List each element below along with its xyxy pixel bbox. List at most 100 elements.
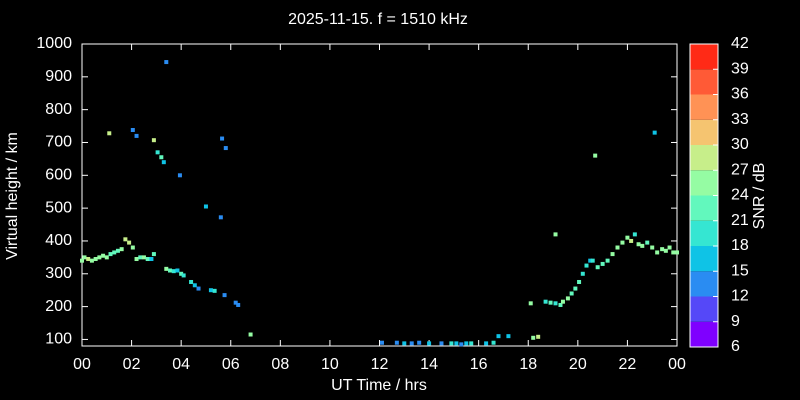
data-point [86, 257, 91, 262]
x-tick-label: 22 [619, 356, 637, 373]
data-point [196, 286, 201, 291]
data-point [123, 237, 128, 242]
data-point [629, 238, 634, 243]
data-point [491, 340, 496, 345]
data-point [548, 300, 553, 305]
data-point [600, 261, 605, 266]
data-point [141, 255, 146, 260]
data-point [671, 250, 676, 255]
data-point [112, 250, 117, 255]
y-tick-label: 700 [45, 134, 72, 151]
colorbar-band [690, 321, 718, 347]
colorbar-band [690, 296, 718, 322]
data-point [560, 299, 565, 304]
y-tick-label: 300 [45, 265, 72, 282]
x-tick-label: 04 [172, 356, 190, 373]
data-point [107, 131, 112, 136]
data-point [164, 266, 169, 271]
x-tick-label: 02 [123, 356, 141, 373]
colorbar-tick-label: 36 [731, 86, 749, 103]
data-point [130, 128, 135, 133]
data-point [565, 296, 570, 301]
data-point [652, 130, 657, 135]
data-point [417, 340, 422, 345]
y-tick-label: 1000 [36, 35, 72, 52]
data-point [449, 341, 454, 346]
data-point [236, 302, 241, 307]
data-point [218, 215, 223, 220]
plot-frame [81, 43, 678, 347]
data-point [168, 268, 173, 273]
x-tick-label: 18 [519, 356, 537, 373]
data-point [439, 341, 444, 346]
colorbar-band [690, 195, 718, 221]
y-tick-label: 400 [45, 232, 72, 249]
x-tick-label: 06 [222, 356, 240, 373]
data-point [593, 153, 598, 158]
data-point [134, 257, 139, 262]
colorbar-band [690, 271, 718, 297]
data-point [459, 342, 464, 347]
data-point [610, 252, 615, 257]
y-tick-label: 100 [45, 331, 72, 348]
x-tick-label: 10 [321, 356, 339, 373]
data-point [590, 258, 595, 263]
data-point [97, 255, 102, 260]
data-point [645, 240, 650, 245]
y-tick-label: 900 [45, 68, 72, 85]
data-point [127, 240, 132, 245]
colorbar-band [690, 119, 718, 145]
colorbar-tick-label: 9 [731, 313, 740, 330]
data-point [115, 248, 120, 253]
data-point [605, 258, 610, 263]
y-tick-label: 800 [45, 101, 72, 118]
data-point [394, 340, 399, 345]
data-point [496, 334, 501, 339]
data-point [650, 245, 655, 250]
data-point [233, 300, 238, 305]
data-point [660, 247, 665, 252]
x-tick-label: 14 [420, 356, 438, 373]
data-point [179, 271, 184, 276]
data-point [134, 133, 139, 138]
data-point [558, 302, 563, 307]
data-point [203, 204, 208, 209]
data-point [569, 291, 574, 296]
data-point [409, 341, 414, 346]
colorbar-label: SNR / dB [751, 163, 768, 230]
data-point [177, 173, 182, 178]
data-point [189, 279, 194, 284]
colorbar-band [690, 220, 718, 246]
data-point [248, 332, 253, 337]
y-axis-label: Virtual height / km [4, 132, 21, 260]
colorbar-tick-label: 42 [731, 35, 749, 52]
colorbar-band [690, 44, 718, 70]
x-tick-label: 20 [569, 356, 587, 373]
y-tick-label: 500 [45, 199, 72, 216]
colorbar-tick-label: 33 [731, 111, 749, 128]
colorbar-band [690, 145, 718, 171]
data-point [484, 341, 489, 346]
data-point [454, 341, 459, 346]
data-point [145, 257, 150, 262]
data-point [159, 155, 164, 160]
data-point [577, 279, 582, 284]
colorbar-band [690, 170, 718, 196]
data-point [101, 253, 106, 258]
data-point [584, 263, 589, 268]
data-point [151, 138, 156, 143]
data-point [208, 288, 213, 293]
data-point [531, 335, 536, 340]
data-point [553, 232, 558, 237]
colorbar-band [690, 69, 718, 95]
data-point [181, 273, 186, 278]
data-point [155, 150, 160, 155]
data-point [506, 334, 511, 339]
x-axis-label: UT Time / hrs [331, 377, 427, 394]
data-point [553, 301, 558, 306]
colorbar-tick-label: 6 [731, 338, 740, 355]
data-point [543, 299, 548, 304]
data-point [161, 160, 166, 165]
colorbar-tick-label: 39 [731, 60, 749, 77]
